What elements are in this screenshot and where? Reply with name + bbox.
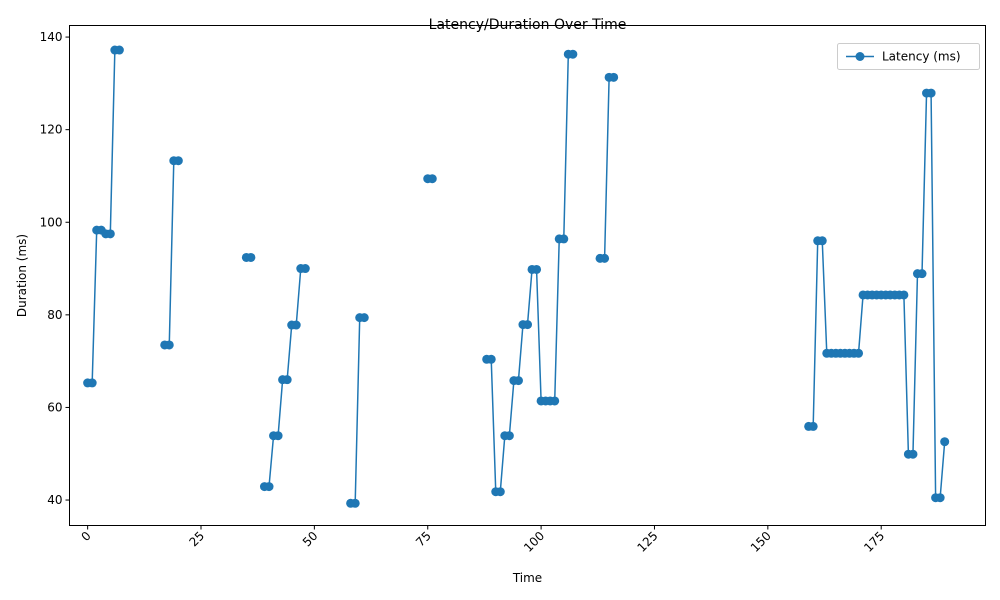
data-point xyxy=(550,396,560,406)
data-point xyxy=(600,253,610,263)
data-point xyxy=(917,269,927,279)
data-point xyxy=(817,236,827,246)
data-point xyxy=(114,45,124,55)
data-point xyxy=(935,493,945,503)
x-axis-label: Time xyxy=(512,571,542,585)
data-point xyxy=(899,290,909,300)
data-point xyxy=(854,348,864,358)
data-point xyxy=(246,252,256,262)
data-point xyxy=(273,431,283,441)
data-point xyxy=(359,313,369,323)
y-axis-label: Duration (ms) xyxy=(15,234,29,317)
plot-area xyxy=(83,45,950,508)
data-point xyxy=(282,375,292,385)
y-tick-label: 60 xyxy=(47,400,62,414)
data-point xyxy=(504,431,514,441)
data-point xyxy=(568,49,578,59)
y-tick-label: 100 xyxy=(40,215,63,229)
data-point xyxy=(300,264,310,274)
data-point xyxy=(926,88,936,98)
data-point xyxy=(808,421,818,431)
data-point xyxy=(523,320,532,330)
data-point xyxy=(264,482,274,492)
data-point xyxy=(559,234,569,244)
y-tick-label: 120 xyxy=(40,123,63,137)
data-point xyxy=(486,354,496,364)
data-point xyxy=(609,72,619,82)
y-tick-label: 140 xyxy=(40,30,63,44)
data-point xyxy=(87,378,97,388)
legend-marker-swatch xyxy=(855,52,865,61)
legend-box xyxy=(837,43,980,70)
data-point xyxy=(495,487,505,497)
y-tick-label: 80 xyxy=(47,308,62,322)
data-point xyxy=(350,498,360,508)
y-tick-label: 40 xyxy=(47,493,62,507)
data-point xyxy=(908,449,918,459)
axes-frame xyxy=(69,25,986,526)
data-point xyxy=(427,174,437,184)
data-point xyxy=(940,437,950,447)
legend-label: Latency (ms) xyxy=(882,50,961,64)
legend: Latency (ms) xyxy=(837,43,980,70)
data-point xyxy=(105,229,115,239)
data-point xyxy=(532,264,542,274)
y-axis: 40 60 80 100 120 140 xyxy=(40,30,70,507)
data-point xyxy=(291,320,301,330)
data-point xyxy=(164,340,174,350)
data-point xyxy=(513,376,523,386)
data-point xyxy=(173,156,183,166)
